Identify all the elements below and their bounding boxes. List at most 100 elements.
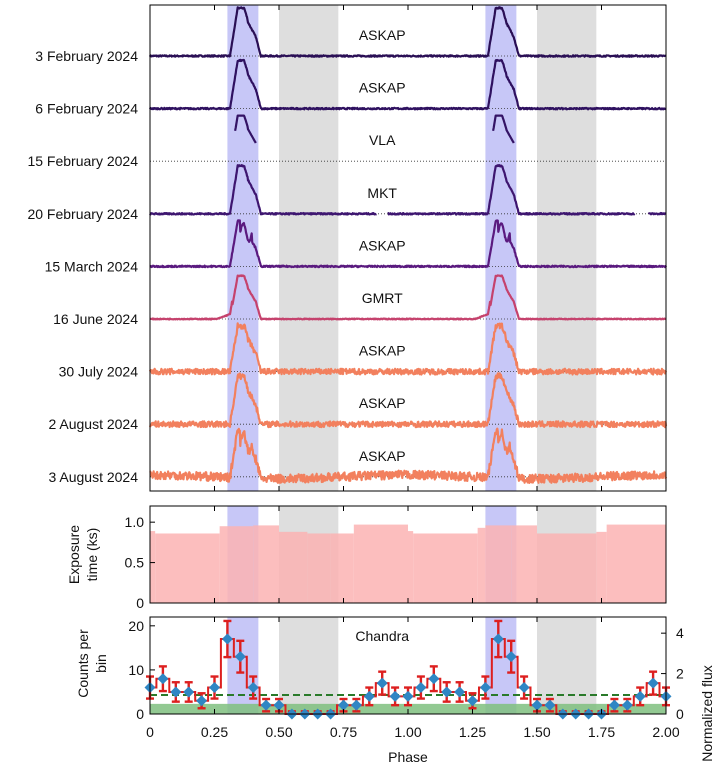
bot-ytick-label: 0 [136, 706, 144, 722]
counts-point-3 [183, 686, 195, 698]
axes [149, 4, 667, 715]
counts-point-30 [531, 699, 543, 711]
counts-point-31 [544, 699, 556, 711]
counts-point-6 [221, 633, 233, 645]
exposure-step-13 [537, 533, 597, 603]
counts-point-7 [234, 651, 246, 663]
pulse-profile-7-0 [148, 372, 668, 429]
counts-point-37 [621, 699, 633, 711]
exposure-step-1 [155, 533, 220, 603]
grey-band-top-0 [279, 5, 339, 491]
grey-band-bot-0 [279, 617, 339, 714]
profile-date-label: 16 June 2024 [53, 311, 138, 327]
profile-telescope-label: ASKAP [359, 80, 406, 96]
counts-point-10 [273, 699, 285, 711]
xtick-label: 0 [146, 724, 154, 740]
counts-point-1 [157, 673, 169, 685]
xtick-label: 0.25 [201, 724, 228, 740]
counts-point-16 [350, 699, 362, 711]
exposure-step-3 [253, 525, 279, 603]
right-ylabel: Normalized flux [699, 665, 715, 761]
profile-date-label: 6 February 2024 [35, 101, 138, 117]
chandra-annotation: Chandra [355, 628, 409, 644]
xtick-label: 0.75 [330, 724, 357, 740]
profile-date-label: 2 August 2024 [48, 416, 138, 432]
pulse-profile-4-0 [149, 219, 667, 269]
profile-telescope-label: ASKAP [359, 27, 406, 43]
xtick-label: 2.00 [652, 724, 679, 740]
counts-point-21 [415, 682, 427, 694]
profile-telescope-label: ASKAP [359, 343, 406, 359]
profile-telescope-label: GMRT [362, 290, 403, 306]
profile-date-label: 20 February 2024 [27, 206, 138, 222]
counts-point-23 [441, 686, 453, 698]
profile-date-label: 3 February 2024 [35, 48, 138, 64]
counts-point-26 [479, 682, 491, 694]
exposure-step-15 [606, 524, 666, 603]
mid-ytick-label: 0 [136, 595, 144, 611]
xtick-label: 1.25 [459, 724, 486, 740]
profile-telescope-label: ASKAP [359, 395, 406, 411]
xtick-label: 1.50 [523, 724, 550, 740]
xtick-label: 1.75 [588, 724, 615, 740]
mid-ylabel-line1: Exposure [66, 525, 82, 584]
pulse-profile-5-0 [149, 274, 667, 321]
plot-content [144, 6, 672, 720]
grey-band-top-1 [537, 5, 597, 491]
profile-date-label: 15 March 2024 [45, 258, 139, 274]
xtick-label: 0.50 [265, 724, 292, 740]
pulse-profile-8-0 [149, 427, 668, 484]
counts-point-15 [338, 699, 349, 711]
counts-point-25 [467, 695, 478, 707]
exposure-step-0 [150, 531, 156, 603]
counts-point-19 [389, 690, 401, 702]
profile-telescope-label: ASKAP [359, 237, 406, 253]
exposure-step-8 [408, 531, 414, 603]
pulse-profile-1-0 [148, 58, 667, 111]
xtick-label: 1.00 [394, 724, 421, 740]
mid-ylabel-line2: time (ks) [84, 528, 100, 582]
bot-right-ytick-label: 2 [676, 666, 684, 682]
pulse-profile-2-0 [234, 114, 257, 144]
bot-right-ytick-label: 4 [676, 625, 684, 641]
exposure-step-7 [353, 524, 408, 603]
exposure-step-11 [485, 525, 512, 603]
counts-point-22 [428, 673, 440, 685]
exposure-step-6 [330, 533, 354, 603]
x-axis-label: Phase [388, 749, 428, 765]
counts-point-28 [505, 651, 517, 663]
bot-ytick-label: 20 [128, 618, 144, 634]
profile-telescope-label: MKT [367, 185, 397, 201]
profile-telescope-label: ASKAP [359, 448, 406, 464]
labels: 3 February 2024 ASKAP 6 February 2024 ASKAP… [27, 27, 715, 765]
bot-ytick-label: 10 [128, 662, 144, 678]
exposure-step-9 [413, 533, 478, 603]
profile-date-label: 30 July 2024 [59, 364, 139, 380]
exposure-step-14 [596, 531, 607, 603]
counts-point-38 [634, 690, 646, 702]
exposure-step-10 [477, 527, 486, 603]
counts-point-8 [247, 682, 259, 694]
counts-point-36 [608, 699, 620, 711]
counts-point-29 [518, 682, 530, 694]
exposure-step-4 [279, 531, 308, 603]
profile-telescope-label: VLA [369, 132, 396, 148]
counts-point-20 [402, 690, 414, 702]
background-level-fill [150, 703, 666, 714]
profile-date-label: 3 August 2024 [48, 469, 138, 485]
counts-point-27 [492, 633, 504, 645]
shaded-bands [227, 5, 597, 714]
bot-ylabel-line1: Counts per [75, 629, 91, 698]
counts-point-18 [376, 677, 388, 689]
exposure-step-2 [219, 526, 254, 603]
exposure-step-5 [307, 533, 331, 603]
counts-point-9 [260, 699, 272, 711]
profile-date-label: 15 February 2024 [27, 153, 138, 169]
pulse-profile-2-1 [492, 114, 515, 144]
counts-point-2 [170, 686, 182, 698]
pulse-profile-0-0 [148, 6, 667, 58]
counts-point-17 [363, 690, 375, 702]
counts-point-24 [454, 686, 466, 698]
mid-ytick-label: 1.0 [125, 514, 145, 530]
